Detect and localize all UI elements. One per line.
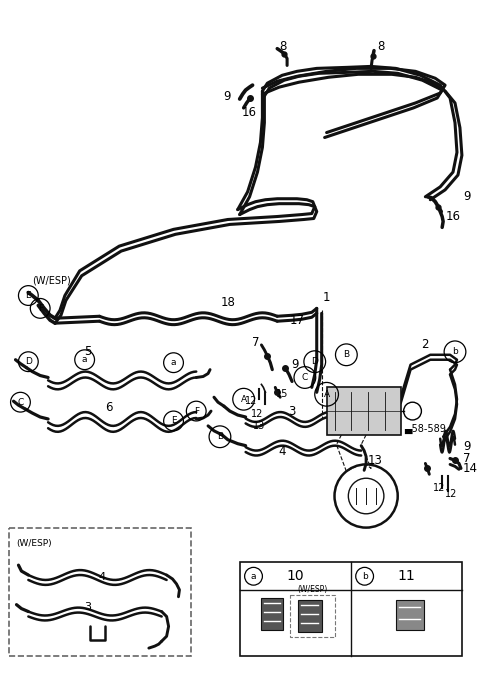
Text: A: A [240, 395, 247, 404]
Text: 16: 16 [242, 107, 257, 119]
Bar [240, 562, 462, 656]
Text: 13: 13 [368, 454, 383, 467]
Text: 12: 12 [445, 489, 457, 499]
Text: C: C [17, 398, 24, 407]
Text: 17: 17 [289, 314, 304, 327]
Text: 9: 9 [223, 90, 231, 103]
Text: 9: 9 [463, 190, 470, 203]
Text: 12: 12 [252, 409, 264, 419]
Bar [262, 598, 283, 630]
Text: B: B [343, 350, 349, 359]
Text: 4: 4 [99, 572, 106, 582]
Text: 12: 12 [245, 396, 258, 406]
Text: (W/ESP): (W/ESP) [16, 539, 52, 549]
Text: a: a [171, 358, 176, 367]
Text: 3: 3 [84, 601, 91, 612]
Text: a: a [82, 355, 87, 364]
Text: 1: 1 [323, 291, 330, 304]
Bar [298, 600, 322, 632]
Text: F: F [193, 406, 199, 416]
Text: 10: 10 [287, 569, 304, 583]
Text: 8: 8 [279, 40, 287, 53]
Text: 7: 7 [463, 452, 470, 465]
Text: B: B [217, 432, 223, 441]
Text: 9: 9 [291, 358, 299, 371]
Text: 5: 5 [84, 346, 91, 358]
Text: 16: 16 [445, 210, 460, 223]
Text: 6: 6 [106, 401, 113, 414]
Text: 12: 12 [433, 483, 445, 493]
Text: F: F [37, 304, 43, 313]
Text: 7: 7 [252, 336, 259, 350]
Text: 8: 8 [377, 40, 384, 53]
Text: C: C [302, 373, 308, 382]
Text: 13: 13 [253, 421, 265, 431]
Text: 4: 4 [278, 445, 286, 458]
Text: 3: 3 [288, 404, 296, 418]
Text: b: b [362, 572, 368, 580]
Text: 2: 2 [421, 338, 429, 352]
Bar [396, 600, 424, 630]
Text: A: A [324, 389, 330, 399]
Text: ▄58-589: ▄58-589 [404, 424, 445, 434]
Text: 18: 18 [220, 296, 235, 309]
Text: E: E [171, 416, 176, 425]
Text: a: a [251, 572, 256, 580]
Text: 11: 11 [397, 569, 415, 583]
Text: 14: 14 [463, 462, 478, 475]
Text: 15: 15 [276, 389, 288, 400]
Text: E: E [25, 291, 31, 300]
Text: (W/ESP): (W/ESP) [32, 275, 71, 286]
Text: b: b [452, 348, 458, 356]
Bar [326, 387, 401, 435]
Text: 9: 9 [463, 440, 470, 453]
Text: D: D [312, 357, 318, 367]
Text: (W/ESP): (W/ESP) [298, 585, 328, 594]
Text: D: D [25, 357, 32, 367]
